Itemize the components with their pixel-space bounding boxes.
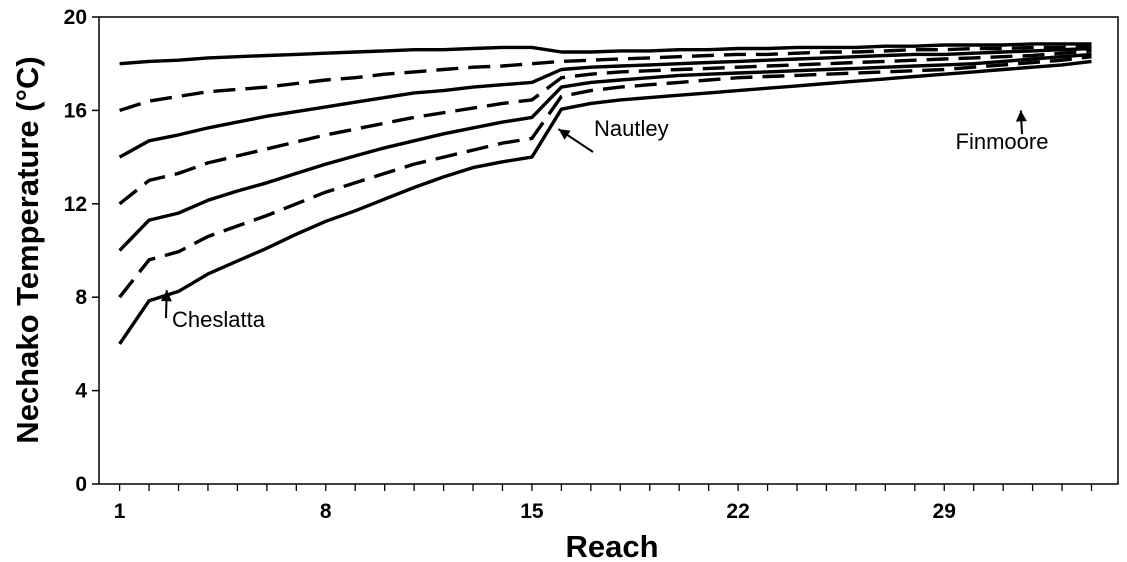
annotation-label-nautley: Nautley: [594, 116, 669, 141]
y-tick-label: 4: [75, 380, 87, 403]
chart-annotations: Cheslatta Nautley Finmoore: [160, 110, 1049, 332]
y-tick-label: 8: [75, 286, 87, 309]
x-tick-label: 1: [114, 500, 126, 523]
annotation-label-finmoore: Finmoore: [956, 129, 1049, 154]
y-tick-label: 12: [64, 193, 87, 216]
x-tick-label: 29: [933, 500, 956, 523]
x-tick-label: 22: [726, 500, 749, 523]
series-lines: [118, 42, 1092, 345]
y-tick-label: 20: [64, 6, 87, 29]
annotation-arrowhead: [558, 129, 571, 140]
y-tick-label: 16: [64, 99, 87, 122]
series-line-2: [119, 44, 1092, 113]
annotation-arrowhead: [1015, 110, 1027, 122]
series-line-6: [118, 55, 1092, 299]
series-line-3: [118, 46, 1092, 159]
y-tick-label: 0: [75, 473, 87, 496]
series-line-4: [118, 49, 1092, 206]
x-tick-label: 15: [520, 500, 544, 523]
series-line-5: [118, 52, 1092, 252]
annotation-arrowhead: [160, 290, 172, 302]
series-line-1: [119, 42, 1092, 66]
y-axis-title: Nechako Temperature (°C): [10, 56, 45, 443]
x-tick-label: 8: [320, 500, 332, 523]
annotation-label-cheslatta: Cheslatta: [172, 307, 266, 332]
series-line-7: [118, 59, 1092, 345]
x-axis-title: Reach: [565, 529, 658, 562]
plot-frame: [98, 16, 1119, 485]
chart-axes: 0 4 8 12 16 20 1 8 15 22 29: [64, 6, 1119, 523]
